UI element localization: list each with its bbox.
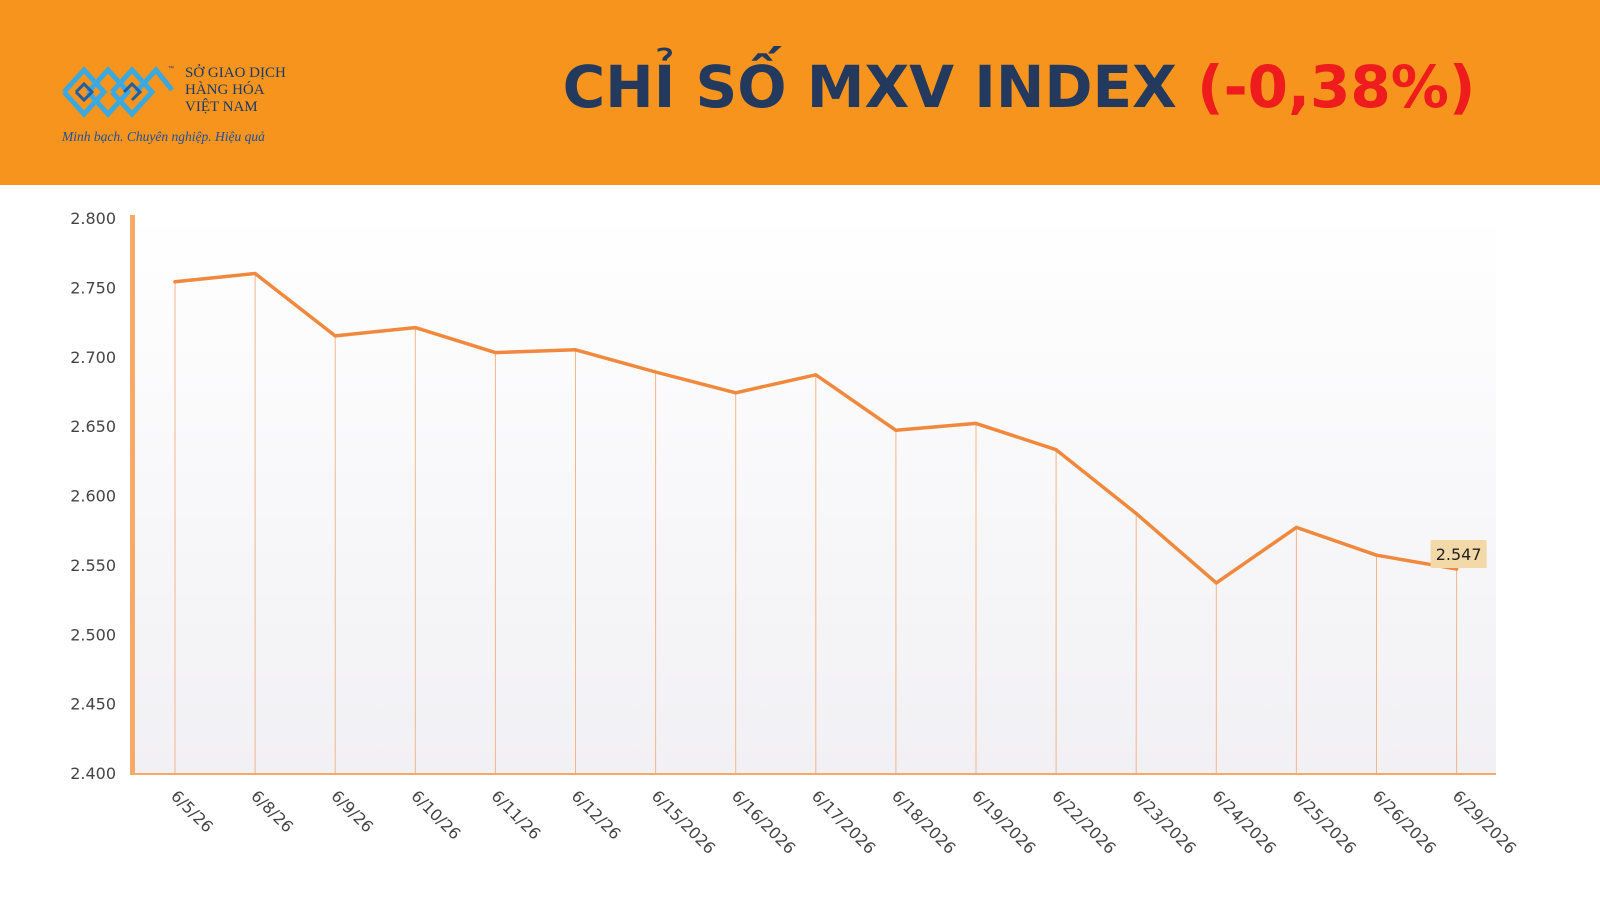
exchange-logo-icon — [62, 66, 174, 118]
header-banner: ™ SỞ GIAO DỊCH HÀNG HÓA VIỆT NAM Minh bạ… — [0, 0, 1600, 185]
page-title: CHỈ SỐ MXV INDEX (-0,38%) — [0, 52, 1600, 122]
y-tick-label: 2.700 — [70, 348, 116, 367]
logo-text-line2: HÀNG HÓA — [185, 82, 265, 98]
x-tick-label: 6/11/26 — [488, 786, 545, 843]
y-tick-label: 2.400 — [70, 764, 116, 783]
data-point — [734, 391, 738, 395]
data-point — [173, 280, 177, 284]
chart-area: 2.400 2.450 2.500 2.550 2.600 2.650 2.700 2.750… — [0, 185, 1600, 900]
data-point — [1455, 567, 1459, 571]
x-tick-label: 6/24/2026 — [1208, 786, 1279, 857]
y-axis-line — [130, 215, 135, 775]
y-tick-label: 2.550 — [70, 556, 116, 575]
x-tick-label: 6/17/2026 — [808, 786, 879, 857]
y-tick-label: 2.650 — [70, 417, 116, 436]
y-tick-label: 2.500 — [70, 625, 116, 644]
mxv-index-line-chart: 2.400 2.450 2.500 2.550 2.600 2.650 2.700 2.750… — [70, 209, 1520, 858]
x-tick-label: 6/12/26 — [568, 786, 625, 843]
x-tick-label: 6/9/26 — [327, 786, 377, 836]
x-tick-label: 6/16/2026 — [728, 786, 799, 857]
x-tick-label: 6/19/2026 — [968, 786, 1039, 857]
data-point — [1375, 553, 1378, 557]
plot-background — [134, 213, 1496, 773]
title-change-percent: (-0,38%) — [1197, 53, 1476, 121]
title-index-name: CHỈ SỐ MXV INDEX — [562, 53, 1177, 121]
data-point — [493, 351, 497, 355]
x-tick-label: 6/8/26 — [247, 786, 297, 836]
y-tick-label: 2.600 — [70, 487, 116, 506]
logo-slogan: Minh bạch. Chuyên nghiệp. Hiệu quả — [62, 129, 265, 144]
y-tick-label: 2.800 — [70, 209, 116, 228]
x-tick-label: 6/18/2026 — [888, 786, 959, 857]
data-point — [1214, 581, 1218, 585]
x-tick-label: 6/26/2026 — [1369, 786, 1440, 857]
data-point — [814, 373, 818, 377]
data-point — [894, 428, 898, 432]
y-tick-label: 2.450 — [70, 695, 116, 714]
data-point — [1294, 525, 1298, 529]
x-tick-label: 6/23/2026 — [1128, 786, 1199, 857]
data-point — [974, 421, 978, 425]
last-value-label: 2.547 — [1430, 540, 1487, 569]
data-point — [413, 326, 417, 330]
logo-text-line1: SỞ GIAO DỊCH — [185, 65, 286, 81]
x-tick-label: 6/29/2026 — [1449, 786, 1520, 857]
data-point — [574, 348, 577, 352]
x-tick-label: 6/10/26 — [407, 786, 464, 843]
x-tick-label: 6/15/2026 — [648, 786, 719, 857]
logo-text-line3: VIỆT NAM — [185, 99, 258, 115]
data-point — [654, 370, 658, 374]
x-tick-label: 6/22/2026 — [1048, 786, 1119, 857]
data-point — [1134, 512, 1138, 516]
data-point — [253, 272, 257, 275]
y-tick-label: 2.750 — [70, 278, 116, 297]
logo-trademark: ™ — [168, 66, 174, 72]
last-value-label-bg — [1430, 540, 1487, 569]
last-value-label-text: 2.547 — [1436, 545, 1482, 564]
data-point — [1054, 448, 1058, 452]
x-tick-label: 6/5/26 — [167, 786, 217, 836]
data-point — [333, 334, 337, 338]
x-tick-label: 6/25/2026 — [1289, 786, 1360, 857]
